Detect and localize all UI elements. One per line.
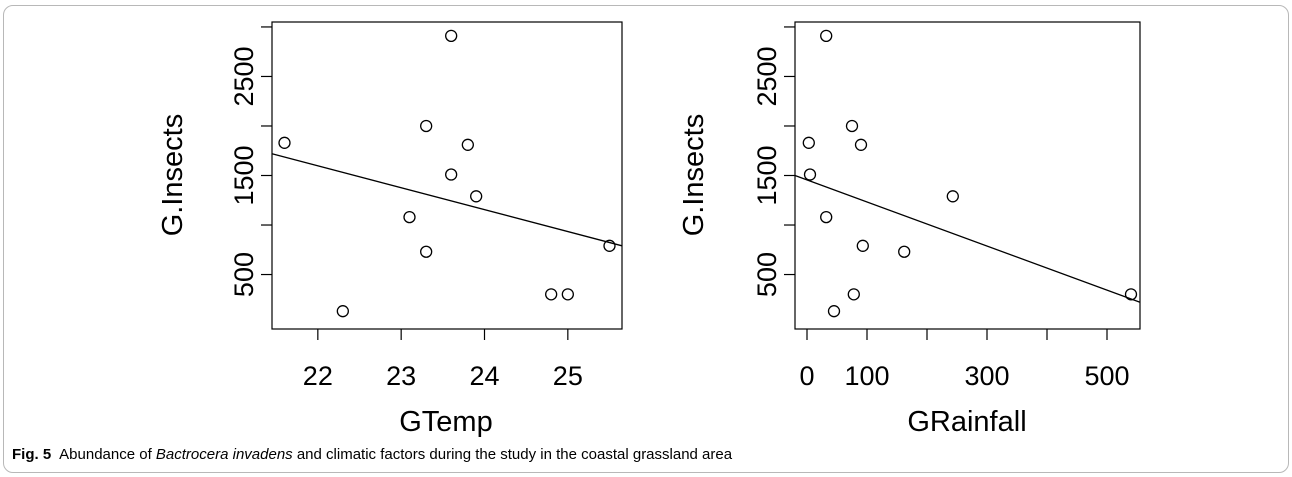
data-point <box>820 210 833 224</box>
data-point <box>336 305 349 318</box>
y-tick-label: 1500 <box>229 145 259 205</box>
y-tick-label: 2500 <box>752 46 782 106</box>
caption-species: Bactrocera invadens <box>155 446 293 463</box>
x-tick-label: 0 <box>799 361 814 391</box>
data-point <box>845 119 859 133</box>
regression-line <box>794 174 1141 303</box>
figure-caption: Fig. 5 Abundance of Bactrocera invadens a… <box>12 446 732 463</box>
x-tick-label: 500 <box>1084 361 1129 391</box>
y-axis-title: G.Insects <box>678 114 710 237</box>
data-point <box>802 136 815 149</box>
data-point <box>856 239 869 252</box>
data-point <box>898 245 911 258</box>
x-tick-label: 100 <box>844 361 889 391</box>
data-point <box>603 239 616 252</box>
data-point <box>445 168 458 181</box>
data-point <box>403 210 416 224</box>
x-tick-label: 25 <box>553 361 583 391</box>
chart-grainfall: 500 1500 2500 0 100 300 500 GRainfall G.Insects <box>678 21 1141 438</box>
data-point <box>847 288 860 301</box>
y-tick-label: 2500 <box>229 46 259 106</box>
data-point <box>420 245 433 258</box>
data-point <box>545 288 558 301</box>
data-point <box>461 138 474 151</box>
data-point <box>820 29 833 43</box>
data-point <box>445 29 458 43</box>
x-axis-title: GRainfall <box>907 406 1026 438</box>
x-axis-title: GTemp <box>399 406 492 438</box>
data-point <box>420 119 433 133</box>
caption-text-before: Abundance of <box>59 446 156 463</box>
y-axis-title: G.Insects <box>157 114 189 237</box>
y-tick-label: 500 <box>229 252 259 297</box>
regression-line <box>271 153 623 247</box>
data-point <box>803 168 817 181</box>
caption-label: Fig. 5 <box>12 446 52 463</box>
x-tick-label: 22 <box>303 361 333 391</box>
data-point <box>946 190 959 203</box>
chart-gtemp: 500 1500 2500 22 23 24 25 GTemp G.Insects <box>157 21 623 438</box>
data-point <box>1124 288 1138 301</box>
x-tick-label: 23 <box>386 361 416 391</box>
y-tick-label: 1500 <box>752 145 782 205</box>
y-tick-label: 500 <box>752 252 782 297</box>
plot-box <box>271 21 623 330</box>
data-point <box>827 305 841 318</box>
caption-text-after: and climatic factors during the study in… <box>292 446 733 463</box>
data-point <box>854 138 868 151</box>
x-tick-label: 300 <box>964 361 1009 391</box>
x-tick-label: 24 <box>469 361 499 391</box>
figure-frame <box>3 5 1289 473</box>
data-point <box>470 190 483 203</box>
data-point <box>561 288 574 301</box>
data-point <box>278 136 291 149</box>
